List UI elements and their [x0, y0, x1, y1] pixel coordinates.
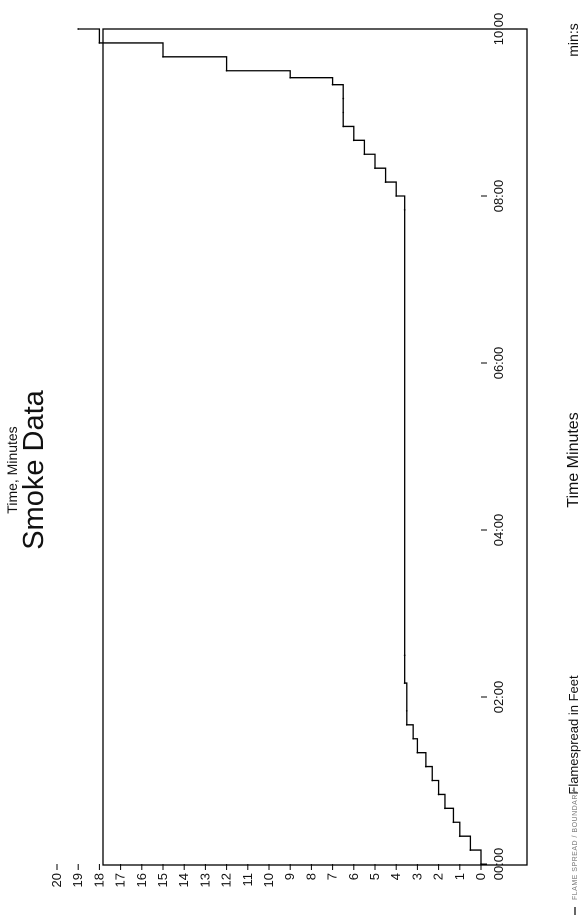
y-tick-label: 16 [134, 873, 149, 887]
y-axis-label: Flamespread in Feet [566, 675, 581, 795]
x-tick-label: 02:00 [491, 681, 506, 714]
y-tick-label: 4 [388, 873, 403, 880]
x-tick-label: 08:00 [491, 180, 506, 213]
y-tick-label: 8 [303, 873, 318, 880]
y-tick-label: 10 [261, 873, 276, 887]
data-point [77, 28, 80, 30]
y-tick-label: 19 [70, 873, 85, 887]
y-tick-label: 14 [176, 873, 191, 887]
data-point [452, 821, 455, 824]
y-tick-label: 0 [473, 873, 488, 880]
data-point [352, 139, 355, 142]
data-point [395, 195, 398, 197]
data-point [342, 125, 345, 128]
y-tick-label: 20 [49, 873, 64, 887]
chart-subtitle: Time, Minutes [4, 426, 20, 513]
data-point [469, 849, 472, 851]
plot-area [102, 28, 528, 866]
y-tick-label: 17 [113, 873, 128, 887]
y-tick-label: 1 [452, 873, 467, 880]
y-tick-label: 3 [409, 873, 424, 880]
data-point [331, 83, 334, 86]
y-tick-label: 9 [282, 873, 297, 880]
legend-label: FLAME SPREAD / BOUNDARY [572, 789, 579, 900]
y-tick-label: 15 [155, 873, 170, 887]
y-tick-label: 6 [346, 873, 361, 880]
data-point [431, 779, 434, 782]
data-point [405, 710, 408, 712]
data-point [363, 153, 366, 156]
data-point [412, 737, 415, 740]
data-point [342, 111, 345, 114]
data-point [384, 181, 387, 183]
data-point [289, 76, 292, 79]
chart-title: Smoke Data [18, 389, 50, 549]
data-point [403, 682, 406, 684]
data-point [424, 765, 427, 768]
series-line [78, 28, 482, 864]
data-point [342, 97, 345, 100]
data-point [416, 751, 419, 754]
y-tick-label: 2 [431, 873, 446, 880]
x-tick-label: 10:00 [491, 13, 506, 46]
x-axis-unit: min:s [565, 23, 581, 56]
y-tick-label: 5 [367, 873, 382, 880]
data-point [374, 167, 376, 170]
x-tick-label: 04:00 [491, 514, 506, 547]
y-tick-label: 18 [91, 873, 106, 887]
data-point [225, 69, 228, 72]
data-point [458, 835, 461, 838]
data-point [98, 42, 101, 44]
data-point [403, 654, 406, 657]
data-point [405, 723, 408, 726]
legend: FLAME SPREAD / BOUNDARY [572, 789, 579, 915]
x-tick-label: 00:00 [491, 848, 506, 881]
data-point [403, 209, 406, 211]
data-point [437, 793, 440, 796]
data-point [444, 807, 446, 810]
data-point [480, 863, 482, 865]
data-point [162, 55, 164, 58]
y-tick-label: 7 [325, 873, 340, 880]
y-tick-label: 12 [219, 873, 234, 887]
x-tick-label: 06:00 [491, 347, 506, 380]
y-tick-label: 13 [197, 873, 212, 887]
x-axis-label: Time Minutes [565, 412, 582, 507]
y-tick-label: 11 [240, 873, 255, 887]
